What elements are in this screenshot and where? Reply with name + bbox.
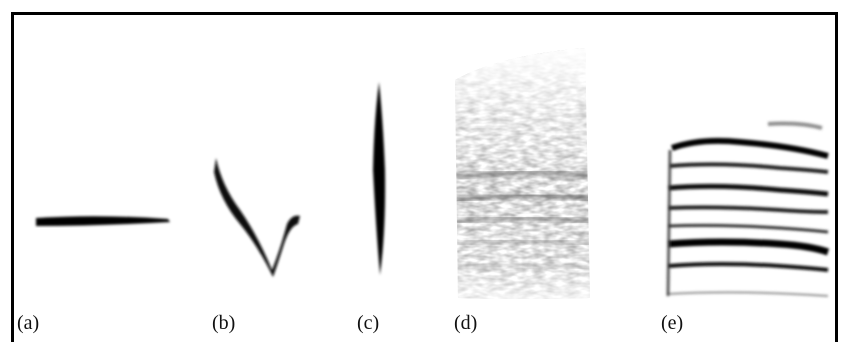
panel-e-spectrogram bbox=[666, 121, 830, 297]
panel-d-spectrogram bbox=[455, 48, 590, 299]
panel-label-a: (a) bbox=[17, 312, 40, 334]
panel-label-c: (c) bbox=[357, 312, 380, 334]
panel-a-spectrogram bbox=[36, 216, 170, 226]
panel-b-spectrogram bbox=[214, 158, 300, 277]
panel-c-spectrogram bbox=[373, 82, 386, 275]
panel-label-d: (d) bbox=[454, 312, 478, 334]
panel-label-b: (b) bbox=[212, 312, 236, 334]
panel-label-e: (e) bbox=[661, 312, 684, 334]
figure-frame bbox=[11, 12, 838, 342]
